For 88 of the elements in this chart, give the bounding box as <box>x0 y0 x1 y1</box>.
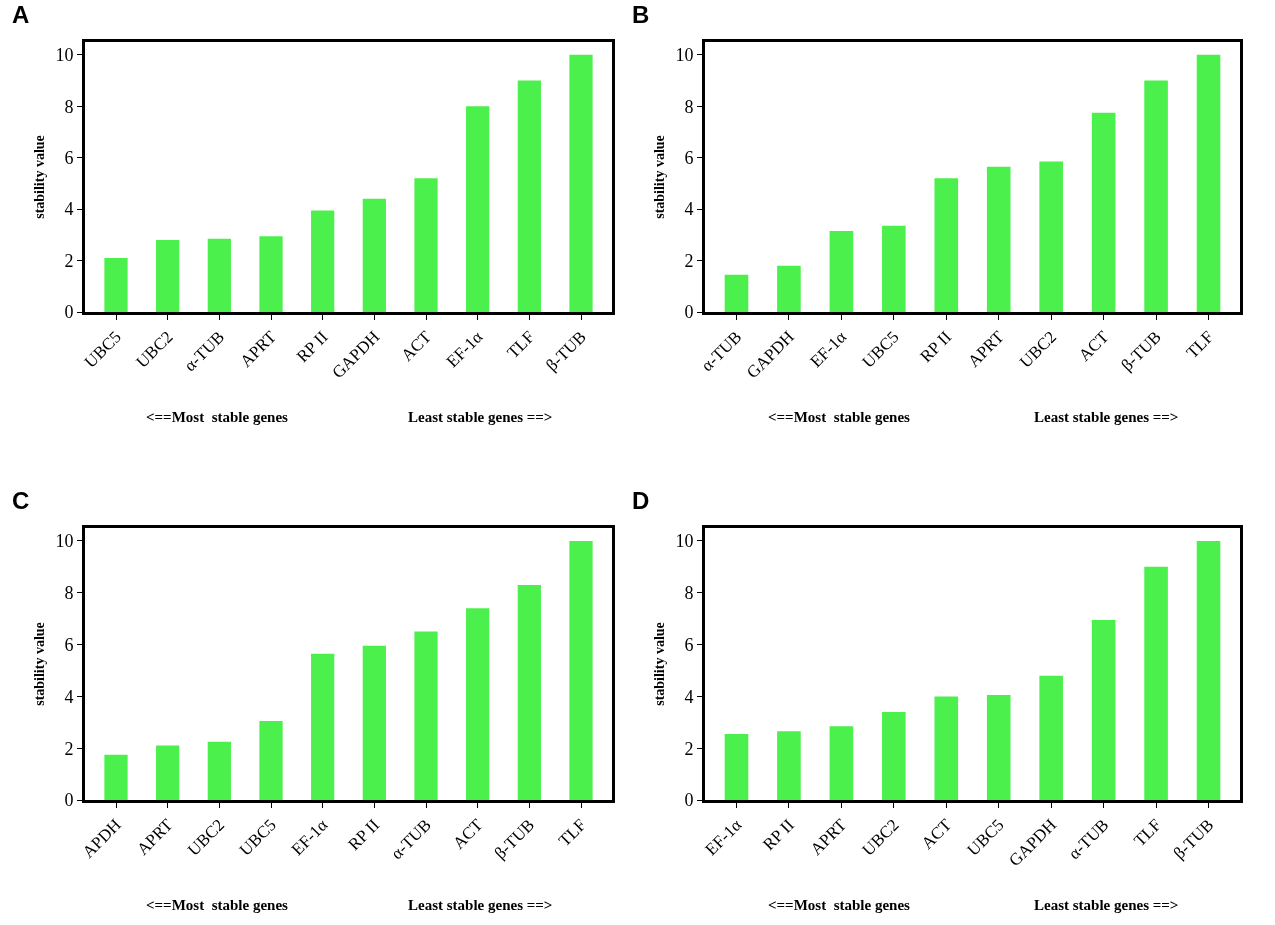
y-tick-label: 6 <box>684 148 694 169</box>
bar <box>882 225 906 312</box>
bar <box>724 274 749 312</box>
y-axis-title: stability value <box>32 135 47 219</box>
x-tick-label: RP II <box>344 815 384 855</box>
bar <box>986 695 1011 800</box>
bar <box>207 741 231 800</box>
y-tick-label: 0 <box>684 302 694 323</box>
y-tick-label: 4 <box>684 199 694 220</box>
bar <box>934 178 959 312</box>
y-tick-label: 8 <box>684 583 694 604</box>
y-tick-label: 6 <box>684 634 694 655</box>
chart-title: B <box>632 1 650 28</box>
x-tick-label: TLF <box>1130 815 1165 851</box>
y-tick-label: 0 <box>684 790 694 811</box>
y-tick-label: 10 <box>55 45 74 66</box>
bar <box>104 258 128 312</box>
bar <box>1091 112 1116 312</box>
x-tick-label: TLF <box>1182 327 1218 363</box>
y-tick-label: 6 <box>64 634 74 655</box>
y-tick-label: 2 <box>64 250 74 271</box>
bar <box>724 733 749 800</box>
x-tick-label: TLF <box>503 327 539 363</box>
bar <box>1091 619 1116 800</box>
x-tick-label: TLF <box>555 815 590 851</box>
x-tick-label: RP II <box>292 327 332 367</box>
y-axis-title: stability value <box>32 622 47 706</box>
y-tick-label: 8 <box>64 96 74 117</box>
bar <box>1039 675 1063 800</box>
bar <box>207 238 231 312</box>
bar <box>259 720 283 800</box>
y-tick-label: 0 <box>64 790 74 811</box>
bar <box>882 711 906 800</box>
y-tick-label: 4 <box>64 199 74 220</box>
y-tick-label: 8 <box>64 583 74 604</box>
x-tick-label: RP II <box>916 327 956 367</box>
y-axis-title: stability value <box>652 135 667 219</box>
bar <box>1039 161 1063 312</box>
y-tick-label: 10 <box>675 531 694 552</box>
bar <box>414 631 438 800</box>
bar <box>414 178 438 312</box>
chart-title: D <box>632 487 650 514</box>
bar <box>104 754 128 800</box>
bar <box>986 166 1011 312</box>
chart-title: A <box>12 1 30 28</box>
bar <box>517 80 541 312</box>
x-tick-label: RP II <box>759 815 798 855</box>
bar <box>156 240 180 312</box>
text: Least stable genes ==> <box>1034 409 1179 425</box>
bar <box>934 696 959 800</box>
bar <box>1144 566 1168 800</box>
y-tick-label: 4 <box>64 686 74 707</box>
bar <box>1196 54 1221 312</box>
bar <box>466 106 490 312</box>
bar <box>777 731 801 800</box>
y-tick-label: 10 <box>675 45 694 66</box>
text: Least stable genes ==> <box>1034 897 1179 913</box>
y-tick-label: 8 <box>684 96 694 117</box>
text: Least stable genes ==> <box>408 897 553 913</box>
text: <==Most stable genes <box>146 409 289 425</box>
y-tick-label: 4 <box>684 686 694 707</box>
text: Least stable genes ==> <box>408 409 553 425</box>
y-tick-label: 6 <box>64 148 74 169</box>
y-tick-label: 2 <box>64 738 74 759</box>
y-tick-label: 2 <box>684 738 694 759</box>
bar <box>829 231 854 312</box>
bar <box>311 653 335 800</box>
bar <box>569 54 593 312</box>
bar <box>311 210 335 312</box>
bar <box>156 745 180 800</box>
bar <box>517 584 541 800</box>
bar <box>1196 540 1221 800</box>
bar <box>777 265 801 312</box>
chart-title: C <box>12 487 30 514</box>
y-tick-label: 0 <box>64 302 74 323</box>
bar <box>466 608 490 800</box>
text: <==Most stable genes <box>768 897 911 913</box>
y-tick-label: 10 <box>55 531 74 552</box>
bar <box>829 726 854 800</box>
bar <box>569 540 593 800</box>
text: <==Most stable genes <box>146 897 289 913</box>
text: <==Most stable genes <box>768 409 911 425</box>
bar <box>1144 80 1168 312</box>
bar <box>259 236 283 312</box>
bar <box>362 198 386 312</box>
bar <box>362 645 386 800</box>
y-axis-title: stability value <box>652 622 667 706</box>
y-tick-label: 2 <box>684 250 694 271</box>
